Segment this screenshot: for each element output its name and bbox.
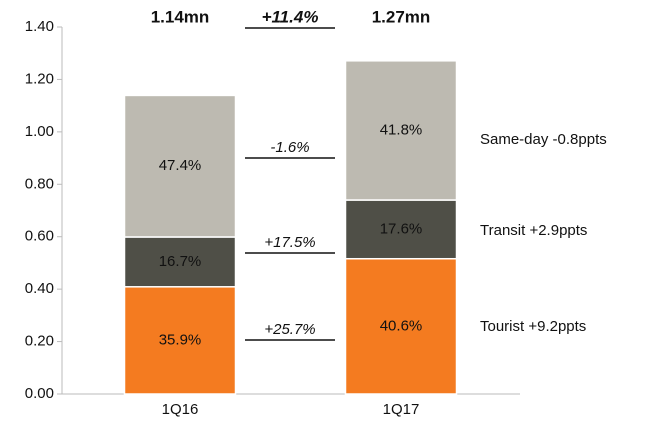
y-tick-label: 0.20 [25,333,54,350]
bar-segment [344,257,458,395]
share-label: 47.4% [159,157,202,174]
x-tick-label: 1Q17 [383,401,420,418]
share-label: 35.9% [159,331,202,348]
bar-segment [344,60,458,201]
y-tick-label: 1.00 [25,123,54,140]
bar-segment [123,236,237,288]
y-tick-label: 1.20 [25,70,54,87]
share-label: 41.8% [380,121,423,138]
total-label: 1.14mn [151,7,210,26]
y-tick-label: 0.60 [25,228,54,245]
growth-label: -1.6% [270,139,309,156]
growth-label: +11.4% [262,7,319,26]
share-label: 16.7% [159,253,202,270]
share-label: 40.6% [380,317,423,334]
bar-segment [344,199,458,260]
bar-segment [123,94,237,238]
growth-label: +25.7% [264,321,315,338]
y-tick-label: 0.40 [25,280,54,297]
y-tick-label: 0.80 [25,175,54,192]
growth-label: +17.5% [264,234,315,251]
series-label: Tourist +9.2ppts [480,318,586,335]
x-tick-label: 1Q16 [162,401,199,418]
y-tick-label: 1.40 [25,18,54,35]
total-label: 1.27mn [372,7,431,26]
y-tick-label: 0.00 [25,385,54,402]
series-label: Transit +2.9ppts [480,222,587,239]
share-label: 17.6% [380,220,423,237]
series-label: Same-day -0.8ppts [480,131,607,148]
